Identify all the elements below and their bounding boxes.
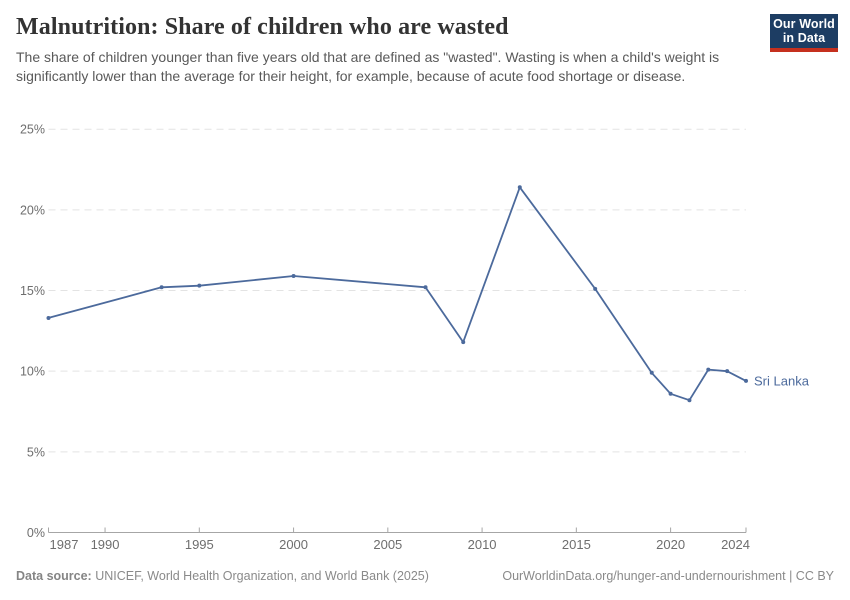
x-tick-label-2000: 2000 (279, 537, 308, 552)
data-point-2009 (461, 340, 466, 345)
data-point-2020 (668, 391, 673, 396)
data-point-2007 (423, 285, 428, 290)
data-point-2024 (744, 378, 748, 383)
y-tick-label-20: 20% (20, 203, 45, 217)
data-point-2023 (725, 369, 730, 374)
x-tick-label-2015: 2015 (562, 537, 591, 552)
data-source-label: Data source: (16, 569, 96, 583)
series-label: Sri Lanka (754, 373, 810, 388)
data-point-2019 (649, 370, 654, 375)
owid-logo-line1: Our World (773, 17, 835, 31)
x-tick-label-2020: 2020 (656, 537, 685, 552)
data-source: Data source: UNICEF, World Health Organi… (16, 569, 429, 583)
page-title: Malnutrition: Share of children who are … (16, 14, 509, 40)
y-tick-label-10: 10% (20, 365, 45, 379)
data-point-1993 (159, 285, 164, 290)
data-point-2000 (291, 274, 296, 279)
y-tick-label-0: 0% (27, 526, 45, 540)
x-tick-label-2010: 2010 (468, 537, 497, 552)
chart-subtitle: The share of children younger than five … (16, 49, 720, 84)
data-source-text: UNICEF, World Health Organization, and W… (95, 569, 429, 583)
x-tick-label-1995: 1995 (185, 537, 214, 552)
data-point-2022 (706, 367, 711, 372)
data-point-1987 (46, 315, 51, 320)
data-point-2012 (517, 185, 522, 190)
data-point-2021 (687, 398, 692, 403)
data-point-1995 (197, 283, 202, 288)
x-tick-label-2024: 2024 (721, 537, 750, 552)
x-tick-label-2005: 2005 (373, 537, 402, 552)
data-point-2016 (593, 286, 598, 291)
chart-footer: Data source: UNICEF, World Health Organi… (16, 569, 834, 583)
chart-header: Malnutrition: Share of children who are … (16, 14, 838, 85)
x-tick-label-1987: 1987 (50, 537, 79, 552)
series-line-sri-lanka (47, 186, 747, 402)
y-tick-label-5: 5% (27, 445, 45, 459)
x-tick-label-1990: 1990 (91, 537, 120, 552)
footer-link[interactable]: OurWorldinData.org/hunger-and-undernouri… (502, 569, 834, 583)
owid-logo-line2: in Data (782, 31, 826, 45)
owid-logo[interactable]: Our World in Data (770, 14, 838, 52)
y-tick-label-15: 15% (20, 284, 45, 298)
y-tick-label-25: 25% (20, 123, 45, 137)
